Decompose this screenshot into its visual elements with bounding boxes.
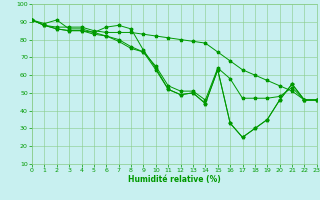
X-axis label: Humidité relative (%): Humidité relative (%) xyxy=(128,175,221,184)
